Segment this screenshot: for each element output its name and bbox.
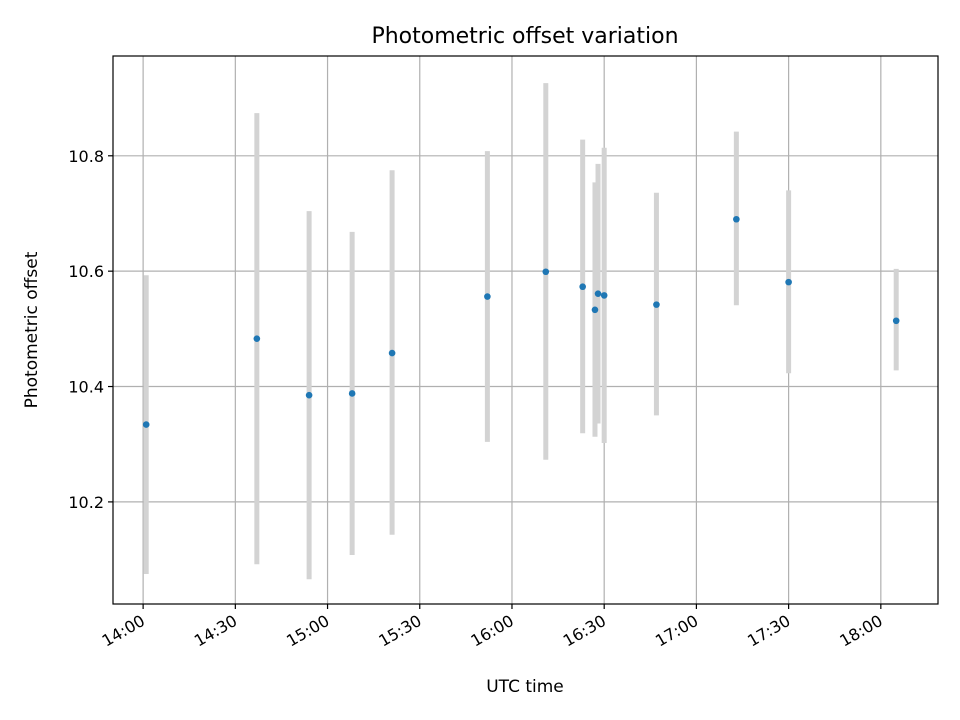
- y-tick-label: 10.2: [68, 493, 104, 512]
- data-point: [305, 391, 313, 399]
- data-point: [348, 390, 356, 397]
- y-tick-label: 10.8: [68, 147, 104, 166]
- chart-title: Photometric offset variation: [371, 24, 678, 49]
- data-point: [594, 290, 602, 297]
- data-point: [579, 283, 586, 291]
- y-tick-label: 10.4: [68, 378, 104, 397]
- y-tick-label: 10.6: [68, 262, 104, 281]
- y-axis-label: Photometric offset: [22, 251, 42, 408]
- data-point: [892, 317, 900, 325]
- data-point: [388, 349, 396, 357]
- plot-frame: [112, 55, 939, 605]
- data-point: [484, 293, 491, 300]
- data-point: [733, 215, 740, 223]
- grid-layer: [113, 56, 938, 604]
- data-point: [785, 278, 792, 286]
- y-axis-ticks: 10.2 10.4 10.6 10.8: [68, 147, 113, 512]
- data-point: [600, 292, 608, 299]
- point-layer: [142, 215, 900, 428]
- data-point: [253, 335, 261, 342]
- data-point: [542, 268, 550, 276]
- x-axis-label: UTC time: [486, 677, 564, 697]
- data-point: [142, 421, 150, 428]
- data-point: [653, 301, 660, 308]
- data-point: [591, 306, 599, 314]
